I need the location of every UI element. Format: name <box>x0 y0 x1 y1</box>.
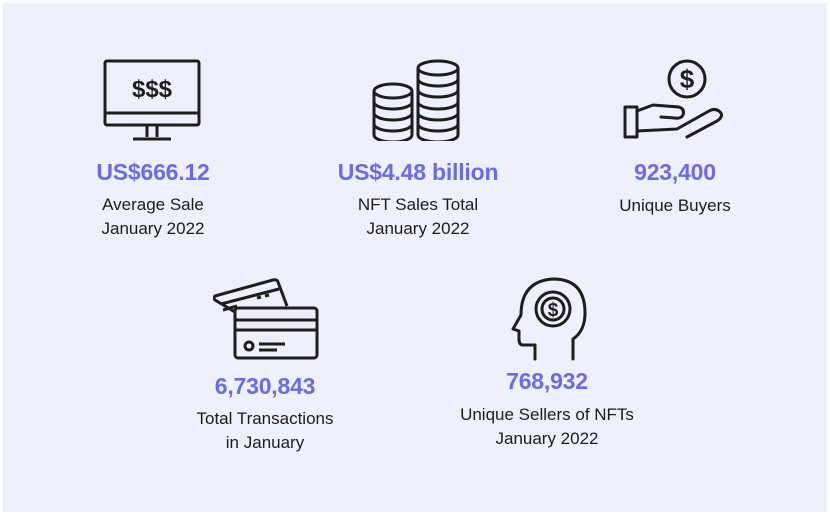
head-dollar-symbol: $ <box>548 300 559 321</box>
nft-sales-total-label: NFT Sales Total January 2022 <box>297 193 539 241</box>
unique-sellers-label: Unique Sellers of NFTs January 2022 <box>427 403 667 451</box>
total-transactions-label-line1: Total Transactions <box>196 409 334 428</box>
unique-sellers-label-line2: January 2022 <box>495 429 599 448</box>
average-sale-label-line1: Average Sale <box>102 195 204 214</box>
stat-average-sale: $$$ US$666.12 Average Sale January 2022 <box>33 3 273 263</box>
unique-sellers-label-line1: Unique Sellers of NFTs <box>460 405 634 424</box>
stat-unique-buyers: $ 923,400 Unique Buyers <box>555 3 795 263</box>
unique-sellers-value: 768,932 <box>506 368 588 394</box>
nft-sales-total-label-line2: January 2022 <box>366 219 470 238</box>
average-sale-label: Average Sale January 2022 <box>33 193 273 241</box>
total-transactions-label: Total Transactions in January <box>145 407 385 455</box>
nft-sales-total-value: US$4.48 billion <box>337 159 499 185</box>
stat-nft-sales-total: US$4.48 billion NFT Sales Total January … <box>297 3 539 263</box>
unique-buyers-label: Unique Buyers <box>555 194 795 218</box>
credit-cards-icon <box>213 278 319 360</box>
coin-dollar-symbol: $ <box>680 64 695 94</box>
head-dollar-icon: $ <box>511 277 587 361</box>
stat-total-transactions: 6,730,843 Total Transactions in January <box>145 263 385 463</box>
nft-sales-total-label-line1: NFT Sales Total <box>357 195 479 214</box>
hand-coin-icon: $ <box>623 59 723 139</box>
average-sale-value: US$666.12 <box>96 159 210 185</box>
coin-stacks-icon <box>372 59 460 141</box>
stats-panel: $$$ US$666.12 Average Sale January 2022 … <box>3 3 827 512</box>
average-sale-label-line2: January 2022 <box>101 219 205 238</box>
monitor-dollar-text: $$$ <box>132 76 173 103</box>
unique-buyers-value: 923,400 <box>634 159 716 185</box>
unique-buyers-label-line1: Unique Buyers <box>619 196 731 215</box>
stat-unique-sellers: $ 768,932 Unique Sellers of NFTs January… <box>427 263 667 463</box>
monitor-dollar-icon: $$$ <box>103 59 201 141</box>
total-transactions-label-line2: in January <box>225 433 305 452</box>
total-transactions-value: 6,730,843 <box>214 373 316 399</box>
